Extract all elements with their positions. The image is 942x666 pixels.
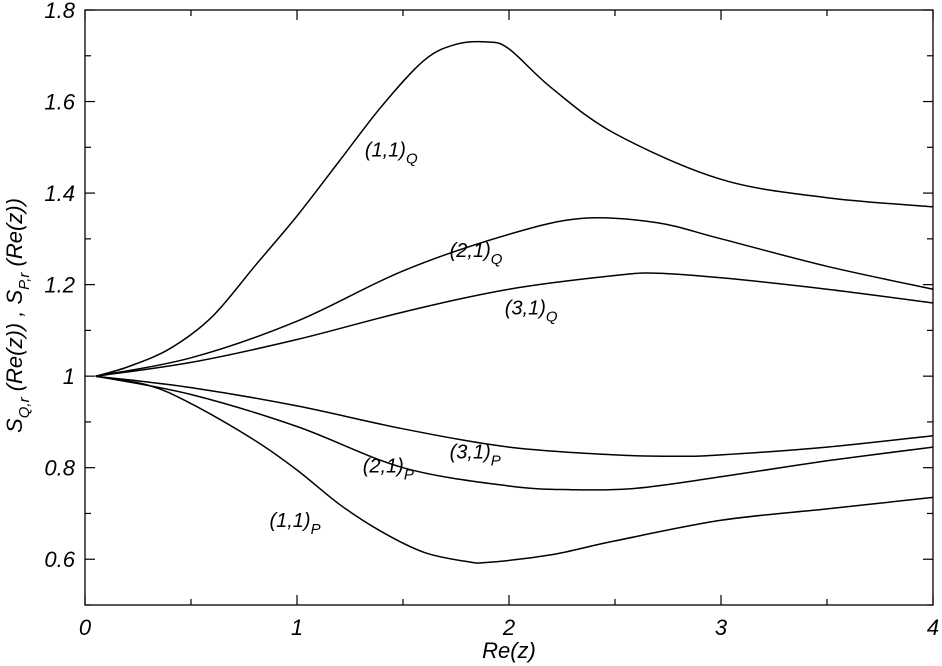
y-tick-label: 1.8 <box>44 0 75 23</box>
series-label: (1,1)Q <box>365 139 418 167</box>
series-line-3-1-P <box>95 375 934 458</box>
series-line-1-1-Q <box>95 40 934 377</box>
y-tick-label: 0.6 <box>44 547 75 572</box>
curves <box>95 40 934 564</box>
y-tick-label: 0.8 <box>44 456 75 481</box>
x-tick-label: 0 <box>79 615 92 640</box>
series-label: (1,1)P <box>269 510 320 538</box>
x-tick-label: 4 <box>927 615 939 640</box>
tick-labels: 0 1 2 3 4 0.6 0.8 1 1.2 1.4 1.6 1.8 <box>44 0 939 640</box>
series-label: (2,1)P <box>363 455 414 483</box>
series-line-1-1-P <box>95 375 934 564</box>
series-label: (3,1)Q <box>505 297 558 325</box>
axis-ticks <box>84 9 934 606</box>
x-tick-label: 1 <box>291 615 303 640</box>
y-axis-title: SQ,r (Re(z)) , SP,r (Re(z)) <box>2 198 33 433</box>
y-tick-label: 1.6 <box>44 90 75 115</box>
y-tick-label: 1.2 <box>44 273 75 298</box>
series-line-3-1-Q <box>95 272 934 377</box>
x-tick-label: 2 <box>502 615 515 640</box>
series-label: (2,1)Q <box>450 240 503 268</box>
series-line-2-1-P <box>95 375 934 491</box>
y-tick-label: 1 <box>63 364 75 389</box>
series-line-2-1-Q <box>95 216 934 377</box>
series-label: (3,1)P <box>450 442 501 470</box>
x-tick-label: 3 <box>715 615 728 640</box>
curve-labels: (1,1)Q (2,1)Q (3,1)Q (3,1)P (2,1)P (1,1)P <box>269 139 557 538</box>
y-tick-label: 1.4 <box>44 181 75 206</box>
x-axis-title: Re(z) <box>482 638 536 663</box>
